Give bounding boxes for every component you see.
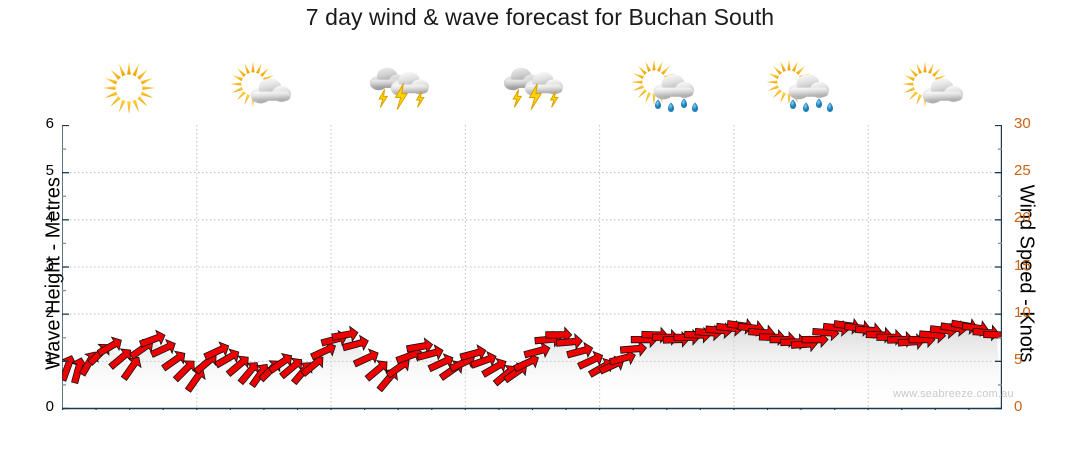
left-tick-2: 2 — [45, 303, 54, 321]
left-tick-3: 3 — [45, 256, 54, 274]
sun-cloud-rain-icon — [734, 58, 868, 116]
right-tick-0: 0 — [1014, 398, 1023, 415]
day-temperature-range — [465, 38, 599, 56]
day-temperature-range — [599, 38, 733, 56]
right-tick-20: 20 — [1014, 209, 1031, 227]
day-temperature-range — [868, 38, 1002, 56]
left-tick-6: 6 — [45, 115, 54, 132]
right-tick-10: 10 — [1014, 303, 1031, 321]
right-tick-30: 30 — [1014, 115, 1031, 132]
day-header-wednesday — [331, 38, 465, 116]
day-header-sunday — [868, 38, 1002, 116]
day-header-friday — [599, 38, 733, 116]
thunderstorm-icon — [465, 58, 599, 116]
left-tick-5: 5 — [45, 162, 54, 180]
left-tick-4: 4 — [45, 209, 54, 227]
thunderstorm-icon — [331, 58, 465, 116]
day-temperature-range — [734, 38, 868, 56]
watermark: www.seabreeze.com.au — [893, 388, 1014, 400]
day-header-thursday — [465, 38, 599, 116]
left-tick-0: 0 — [45, 398, 54, 415]
right-tick-25: 25 — [1014, 162, 1031, 180]
sun-behind-cloud-icon — [196, 58, 330, 116]
page-title: 7 day wind & wave forecast for Buchan So… — [305, 4, 775, 30]
left-tick-1: 1 — [45, 350, 54, 368]
day-temperature-range — [331, 38, 465, 56]
sun-icon — [62, 58, 196, 116]
sun-cloud-rain-icon — [599, 58, 733, 116]
day-header-tuesday — [196, 38, 330, 116]
day-temperature-range — [196, 38, 330, 56]
day-temperature-range — [62, 38, 196, 56]
day-header-monday — [62, 38, 196, 116]
day-header-saturday — [734, 38, 868, 116]
plot-area — [62, 125, 1002, 410]
right-tick-15: 15 — [1014, 256, 1031, 274]
right-tick-5: 5 — [1014, 350, 1023, 368]
sun-behind-cloud-icon — [868, 58, 1002, 116]
